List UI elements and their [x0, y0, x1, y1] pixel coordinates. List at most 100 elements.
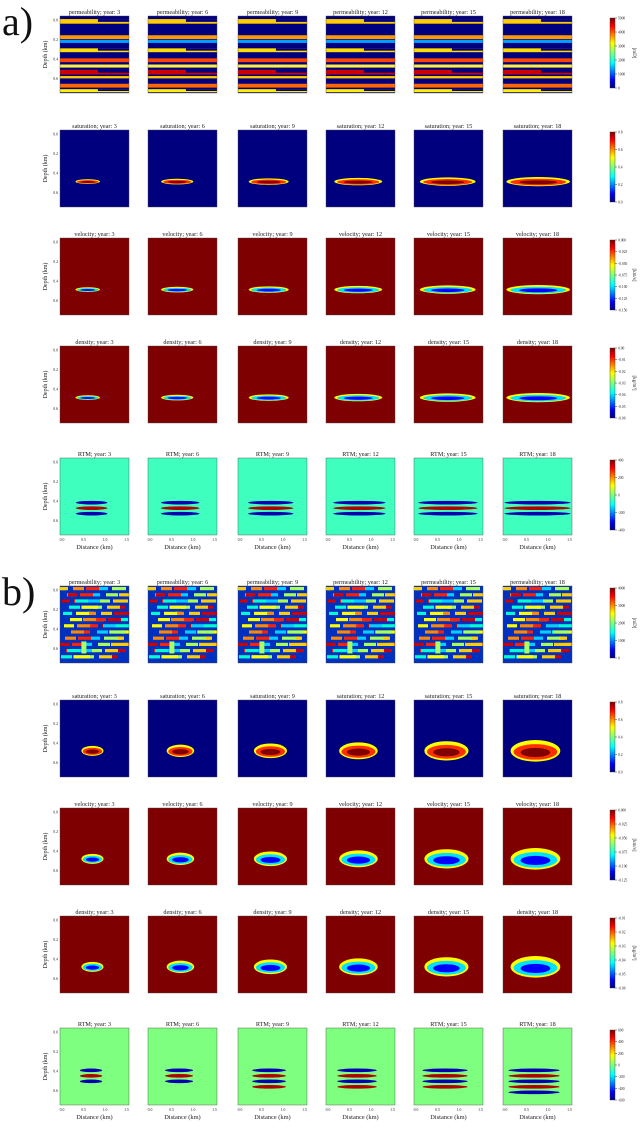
- perm-patch: [415, 655, 426, 659]
- panel-permeability-year-9: [237, 15, 308, 94]
- perm-patch: [362, 618, 372, 622]
- plume-core: [167, 288, 187, 292]
- perm-patch: [520, 624, 535, 628]
- panel-frame: [147, 1027, 218, 1106]
- panel-frame: [147, 699, 218, 778]
- perm-patch: [246, 593, 256, 597]
- colorbar-tick-label: 0.8: [618, 701, 623, 705]
- perm-patch: [384, 649, 392, 653]
- plume-core: [346, 856, 371, 864]
- rtm-reflector: [337, 1068, 377, 1073]
- colorbar: [609, 347, 616, 419]
- perm-patch: [376, 630, 392, 634]
- panel-permeability-year-12: [325, 585, 396, 664]
- perm-patch: [178, 624, 186, 628]
- perm-patch: [290, 587, 304, 591]
- perm-patch: [331, 636, 342, 640]
- perm-patch: [265, 599, 282, 603]
- perm-band: [414, 69, 483, 75]
- colorbar-tick-label: 4000: [618, 587, 625, 591]
- perm-patch: [248, 618, 260, 622]
- rtm-reflector: [504, 500, 571, 505]
- panel-permeability-year-18: [502, 585, 573, 664]
- rtm-reflector: [333, 500, 386, 505]
- panel-title: saturation; year: 3: [72, 693, 117, 700]
- panel-bg: [60, 130, 129, 207]
- plume-core: [343, 180, 373, 184]
- perm-patch: [61, 587, 68, 591]
- panel-density-year-3: [59, 915, 130, 994]
- rtm-reflector: [333, 511, 386, 516]
- plume-core: [172, 857, 189, 863]
- colorbar-tick-label: 400: [618, 1040, 624, 1044]
- panel-permeability-year-15: [413, 585, 484, 664]
- perm-patch: [207, 593, 217, 597]
- panel-title: velocity; year: 12: [339, 231, 382, 238]
- panel-frame: [147, 915, 218, 994]
- perm-band: [238, 48, 307, 53]
- perm-band-break: [275, 19, 307, 22]
- panel-bg: [414, 916, 483, 993]
- perm-patch: [380, 611, 395, 615]
- plume-core: [260, 748, 281, 755]
- perm-patch: [504, 655, 515, 659]
- y-tick-label: 0.0: [53, 919, 58, 923]
- x-tick-label: 0.5: [435, 538, 440, 542]
- perm-patch: [379, 599, 394, 603]
- x-tick-label: 1.5: [302, 1108, 307, 1112]
- panel-density-year-12: [325, 345, 396, 424]
- perm-patch: [529, 587, 545, 591]
- perm-band: [414, 39, 483, 43]
- perm-patch: [149, 587, 156, 591]
- perm-band-break: [185, 69, 217, 73]
- panel-title: density; year: 6: [163, 909, 201, 916]
- rtm-reflector: [252, 1079, 286, 1084]
- perm-patch: [286, 618, 300, 622]
- panel-bg: [148, 916, 217, 993]
- colorbar-unit-label: [kg/m³]: [631, 375, 637, 390]
- colorbar-tick-label: 0.0: [618, 771, 623, 775]
- rtm-reflector: [248, 511, 294, 516]
- panel-title: permeability; year: 18: [510, 579, 565, 586]
- panel-frame: [502, 1027, 573, 1106]
- colorbar-tick-label: 600: [618, 1029, 624, 1033]
- plume-core: [85, 965, 100, 970]
- perm-band: [326, 69, 395, 75]
- perm-band: [148, 39, 217, 43]
- panel-title: permeability; year: 3: [69, 9, 121, 16]
- perm-patch: [275, 630, 286, 634]
- perm-band: [503, 69, 572, 75]
- perm-patch: [113, 599, 128, 603]
- panel-bg: [414, 16, 483, 93]
- panel-title: velocity; year: 15: [427, 801, 470, 808]
- panel-title: permeability; year: 12: [333, 9, 388, 16]
- panel-bg: [60, 808, 129, 885]
- panel-frame: [59, 699, 130, 778]
- panel-density-year-18: [502, 345, 573, 424]
- panel-bg: [503, 130, 572, 207]
- perm-patch: [373, 605, 386, 609]
- perm-patch: [186, 642, 198, 646]
- panel-bg: [60, 916, 129, 993]
- panel-frame: [413, 15, 484, 94]
- perm-patch: [505, 599, 513, 603]
- panel-frame: [502, 699, 573, 778]
- panel-title: RTM; year: 6: [166, 451, 199, 458]
- panel-title: velocity; year: 9: [252, 801, 292, 808]
- perm-patch: [517, 655, 533, 659]
- perm-patch: [70, 618, 82, 622]
- perm-patch: [527, 630, 533, 634]
- perm-patch: [475, 618, 482, 622]
- panel-velocity-year-3: [59, 237, 130, 316]
- perm-patch: [282, 636, 296, 640]
- perm-patch: [153, 636, 164, 640]
- perm-patch: [359, 593, 366, 597]
- panel-frame: [147, 457, 218, 536]
- perm-patch: [100, 599, 110, 603]
- perm-patch: [269, 636, 278, 640]
- perm-patch: [193, 649, 208, 653]
- perm-patch: [203, 624, 217, 628]
- perm-band: [326, 89, 395, 93]
- perm-patch: [455, 611, 466, 615]
- y-axis-label: Depth (km): [42, 725, 49, 753]
